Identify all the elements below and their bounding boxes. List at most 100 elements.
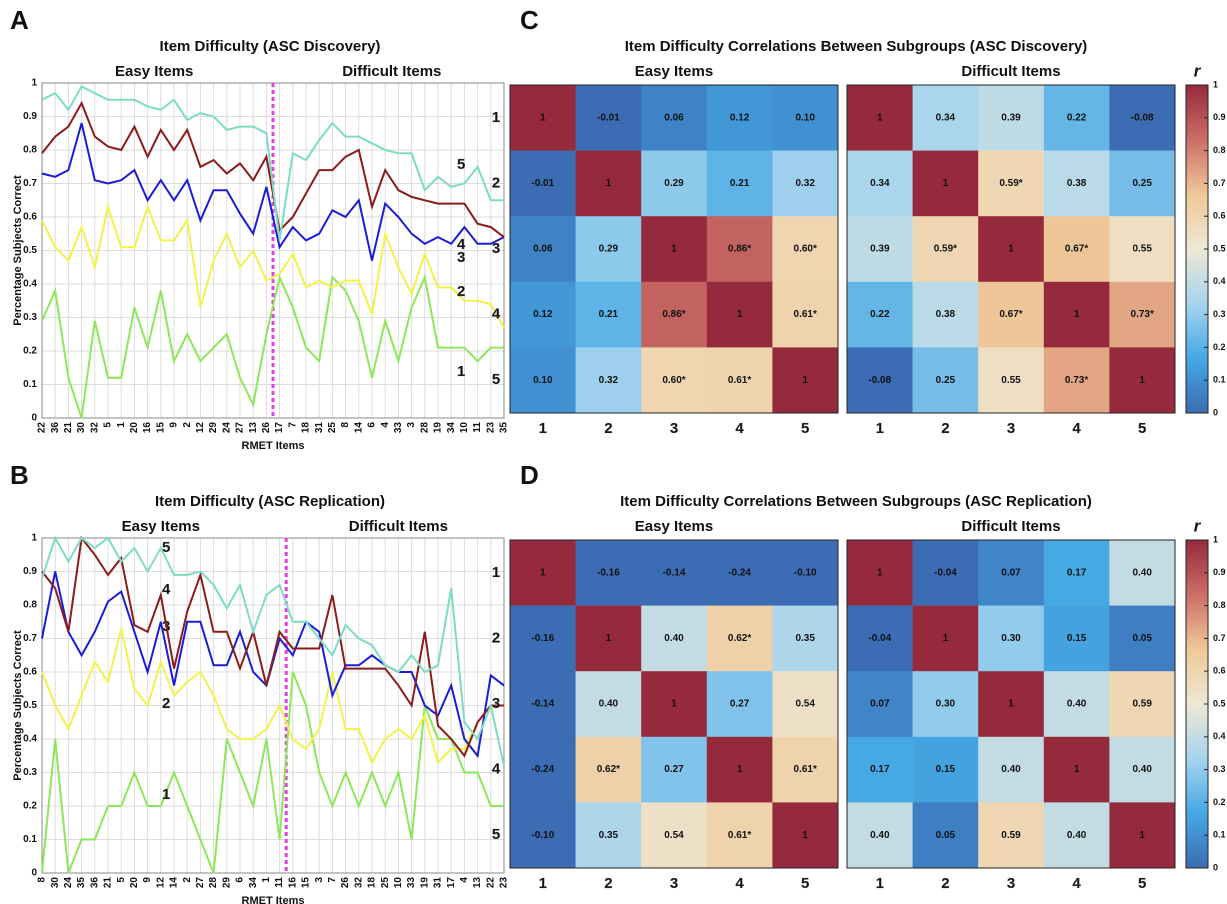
cell-label: 1 bbox=[606, 633, 612, 644]
x-tick-label: 31 bbox=[433, 877, 444, 889]
heatmap-cell bbox=[510, 540, 576, 606]
heatmap-cell bbox=[1109, 347, 1176, 414]
x-tick-label: 14 bbox=[169, 877, 180, 889]
cell-label: 0.40 bbox=[664, 633, 684, 644]
series-line bbox=[41, 671, 504, 874]
heatmap-cell bbox=[510, 605, 576, 672]
cell-label: 0.12 bbox=[533, 309, 553, 320]
cell-label: -0.01 bbox=[597, 112, 620, 123]
colorbar-label: r bbox=[1194, 61, 1202, 80]
heatmap-cell bbox=[510, 281, 576, 348]
heatmap-cell bbox=[706, 85, 773, 151]
x-tick-label: 16 bbox=[287, 877, 298, 889]
cell-label: -0.08 bbox=[868, 375, 891, 386]
colorbar-tick-label: 0 bbox=[1213, 862, 1218, 872]
cell-label: 0.67* bbox=[1065, 244, 1088, 255]
cell-label: -0.16 bbox=[531, 633, 554, 644]
y-tick-label: 0.9 bbox=[23, 566, 37, 577]
cell-label: 1 bbox=[1008, 244, 1014, 255]
x-tick-label: 21 bbox=[103, 877, 114, 889]
heatmap-cell bbox=[847, 216, 913, 283]
heatmap-cell bbox=[772, 85, 839, 151]
cell-label: 0.60* bbox=[662, 375, 685, 386]
heatmap-cell bbox=[510, 802, 576, 869]
cell-label: 0.10 bbox=[795, 112, 815, 123]
heatmap-cell bbox=[772, 605, 839, 672]
heatmap-cell bbox=[912, 216, 979, 283]
cell-label: 0.86* bbox=[662, 309, 685, 320]
cell-label: 0.60* bbox=[794, 244, 817, 255]
heatmap-cell bbox=[1109, 540, 1176, 606]
group-label: Easy Items bbox=[122, 518, 200, 535]
group-label: Difficult Items bbox=[349, 518, 448, 535]
x-tick-label: 34 bbox=[446, 422, 457, 434]
cell-label: -0.14 bbox=[531, 699, 554, 710]
heatmap-cell bbox=[641, 85, 708, 151]
x-tick-label: 29 bbox=[208, 422, 219, 434]
matrix-frame bbox=[846, 539, 1176, 869]
series-line bbox=[41, 535, 505, 767]
heatmap-cell bbox=[706, 605, 773, 672]
heatmap-cell bbox=[912, 802, 979, 869]
cell-label: 0.06 bbox=[664, 112, 684, 123]
heatmap-cell bbox=[510, 216, 576, 283]
heatmap-cell bbox=[1043, 281, 1110, 348]
y-tick-label: 0.1 bbox=[23, 834, 37, 845]
x-tick-label: 34 bbox=[248, 877, 259, 889]
heatmap-cell bbox=[912, 347, 979, 414]
cell-label: 0.27 bbox=[730, 699, 750, 710]
series-line bbox=[41, 203, 505, 329]
series-line bbox=[41, 273, 504, 419]
cell-label: 0.34 bbox=[936, 112, 956, 123]
x-tick-label: 18 bbox=[367, 877, 378, 889]
heatmap-cell bbox=[510, 736, 576, 803]
x-tick-label: 1 bbox=[116, 422, 127, 428]
heatmap-cell bbox=[641, 150, 708, 217]
heatmap-cell bbox=[641, 671, 708, 738]
heatmap-cell bbox=[847, 85, 913, 151]
x-tick-label: 30 bbox=[76, 422, 87, 434]
heatmap-cell bbox=[1109, 85, 1176, 151]
matrix-subtitle: Easy Items bbox=[635, 63, 713, 80]
heatmap-cell bbox=[575, 85, 642, 151]
cell-label: 0.62* bbox=[597, 764, 620, 775]
cell-label: 0.59 bbox=[1132, 699, 1152, 710]
cell-label: 0.32 bbox=[599, 375, 619, 386]
heatmap-cell bbox=[847, 347, 913, 414]
series-label: 1 bbox=[457, 363, 465, 380]
column-label: 2 bbox=[941, 420, 949, 437]
column-label: 1 bbox=[539, 875, 547, 892]
heatmap-cell bbox=[978, 736, 1045, 803]
x-tick-label: 22 bbox=[37, 422, 48, 434]
heatmap-cell bbox=[706, 671, 773, 738]
x-tick-label: 6 bbox=[367, 422, 378, 428]
heatmap-cell bbox=[847, 281, 913, 348]
series-line bbox=[41, 628, 504, 765]
matrix-subtitle: Difficult Items bbox=[961, 518, 1060, 535]
cell-label: 1 bbox=[540, 567, 546, 578]
heatmap-cell bbox=[847, 605, 913, 672]
column-label: 5 bbox=[1138, 420, 1146, 437]
series-label: 1 bbox=[162, 786, 170, 803]
group-label: Difficult Items bbox=[342, 63, 441, 80]
row-label: 4 bbox=[492, 761, 501, 778]
x-tick-label: 23 bbox=[485, 422, 496, 434]
cell-label: 1 bbox=[671, 244, 677, 255]
cell-label: 0.30 bbox=[936, 699, 956, 710]
row-label: 2 bbox=[492, 174, 500, 191]
colorbar-tick-label: 0.4 bbox=[1213, 731, 1226, 741]
x-tick-label: 33 bbox=[393, 422, 404, 434]
column-label: 2 bbox=[604, 875, 612, 892]
y-tick-label: 0.4 bbox=[23, 279, 37, 290]
heatmap-cell bbox=[641, 281, 708, 348]
heatmap-cell bbox=[1043, 150, 1110, 217]
colorbar-tick-label: 0.9 bbox=[1213, 112, 1226, 122]
cell-label: 0.62* bbox=[728, 633, 751, 644]
colorbar-tick-label: 0.3 bbox=[1213, 764, 1226, 774]
colorbar-tick-label: 0.6 bbox=[1213, 666, 1226, 676]
heatmap-cell bbox=[1109, 736, 1176, 803]
x-tick-label: 26 bbox=[261, 422, 272, 434]
heatmap-cell bbox=[772, 540, 839, 606]
x-tick-label: 15 bbox=[155, 422, 166, 434]
x-tick-label: 5 bbox=[103, 422, 114, 428]
